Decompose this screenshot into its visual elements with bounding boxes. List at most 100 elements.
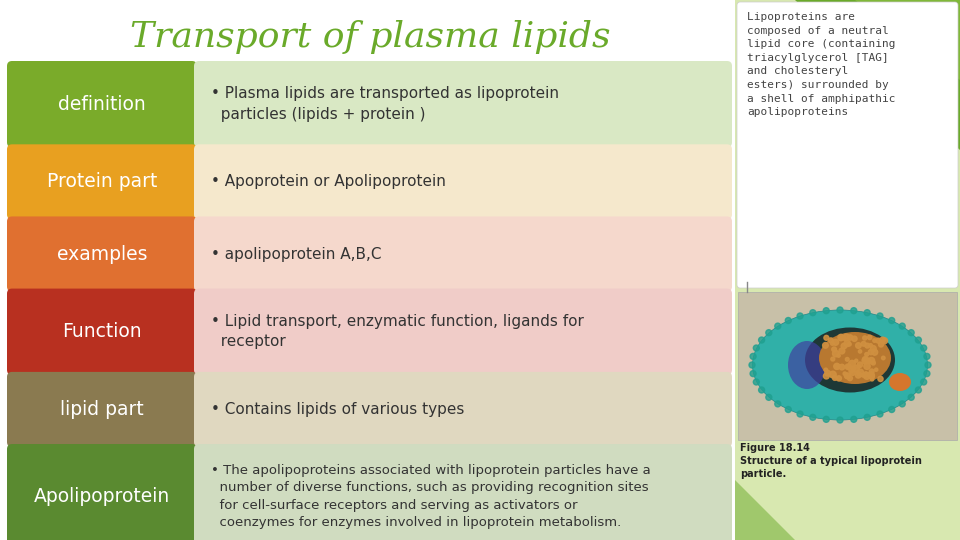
- Circle shape: [921, 345, 926, 351]
- Circle shape: [754, 379, 759, 385]
- FancyBboxPatch shape: [735, 0, 960, 540]
- Circle shape: [837, 417, 843, 423]
- Circle shape: [838, 334, 844, 340]
- Circle shape: [766, 394, 772, 400]
- Text: • Lipid transport, enzymatic function, ligands for
  receptor: • Lipid transport, enzymatic function, l…: [211, 314, 584, 349]
- Circle shape: [857, 369, 864, 376]
- Ellipse shape: [753, 310, 927, 420]
- Circle shape: [823, 342, 828, 348]
- Circle shape: [810, 310, 816, 316]
- Text: Protein part: Protein part: [47, 172, 157, 191]
- Circle shape: [775, 401, 780, 407]
- Circle shape: [851, 416, 856, 422]
- Circle shape: [766, 330, 772, 336]
- Text: Lipoproteins are
composed of a neutral
lipid core (containing
triacylglycerol [T: Lipoproteins are composed of a neutral l…: [747, 12, 896, 117]
- Text: examples: examples: [57, 245, 147, 264]
- Circle shape: [854, 359, 858, 362]
- Circle shape: [797, 313, 804, 319]
- Circle shape: [916, 387, 922, 393]
- Circle shape: [839, 348, 845, 354]
- Circle shape: [924, 353, 930, 360]
- Circle shape: [845, 374, 849, 378]
- Circle shape: [877, 376, 883, 382]
- Circle shape: [848, 342, 852, 346]
- Circle shape: [925, 362, 931, 368]
- Circle shape: [872, 361, 876, 365]
- Text: • Contains lipids of various types: • Contains lipids of various types: [211, 402, 465, 417]
- Circle shape: [833, 363, 840, 369]
- Circle shape: [749, 362, 755, 368]
- Circle shape: [857, 362, 862, 367]
- Ellipse shape: [819, 332, 891, 384]
- Circle shape: [758, 337, 764, 343]
- Circle shape: [876, 338, 881, 343]
- Circle shape: [861, 341, 866, 346]
- Ellipse shape: [889, 373, 911, 391]
- Text: Apolipoprotein: Apolipoprotein: [34, 487, 170, 506]
- Circle shape: [862, 357, 869, 364]
- Circle shape: [862, 356, 868, 362]
- FancyBboxPatch shape: [7, 217, 197, 292]
- Circle shape: [868, 335, 872, 340]
- Circle shape: [846, 357, 849, 361]
- Circle shape: [837, 354, 840, 357]
- Circle shape: [775, 323, 780, 329]
- Text: Figure 18.14
Structure of a typical lipoprotein
particle.: Figure 18.14 Structure of a typical lipo…: [740, 443, 922, 480]
- FancyBboxPatch shape: [194, 61, 732, 147]
- Circle shape: [842, 336, 846, 340]
- Circle shape: [900, 323, 905, 329]
- Circle shape: [828, 338, 833, 343]
- Circle shape: [830, 342, 834, 345]
- Text: definition: definition: [59, 94, 146, 113]
- Text: Function: Function: [62, 322, 142, 341]
- Circle shape: [849, 360, 855, 367]
- Circle shape: [845, 364, 851, 369]
- Circle shape: [868, 357, 875, 364]
- Circle shape: [916, 337, 922, 343]
- FancyBboxPatch shape: [737, 2, 958, 288]
- Circle shape: [851, 370, 855, 375]
- Circle shape: [832, 339, 839, 345]
- Circle shape: [864, 310, 870, 316]
- Circle shape: [848, 335, 852, 340]
- Circle shape: [824, 373, 829, 379]
- Circle shape: [797, 411, 804, 417]
- Polygon shape: [735, 480, 795, 540]
- Circle shape: [900, 401, 905, 407]
- Circle shape: [921, 379, 926, 385]
- Circle shape: [750, 353, 756, 360]
- Circle shape: [754, 345, 759, 351]
- Circle shape: [832, 376, 837, 380]
- Circle shape: [863, 336, 867, 340]
- Circle shape: [876, 411, 883, 417]
- Circle shape: [852, 366, 855, 370]
- Circle shape: [851, 308, 856, 314]
- Circle shape: [855, 343, 861, 348]
- Circle shape: [836, 376, 841, 381]
- Circle shape: [872, 349, 877, 355]
- Circle shape: [864, 372, 868, 376]
- FancyBboxPatch shape: [194, 217, 732, 292]
- Circle shape: [832, 350, 839, 357]
- FancyBboxPatch shape: [7, 288, 197, 375]
- Circle shape: [855, 373, 861, 378]
- Circle shape: [871, 377, 874, 381]
- Circle shape: [861, 374, 865, 377]
- Circle shape: [845, 373, 851, 379]
- Circle shape: [843, 372, 847, 375]
- Polygon shape: [795, 0, 960, 150]
- Circle shape: [825, 370, 830, 376]
- Text: Transport of plasma lipids: Transport of plasma lipids: [130, 20, 611, 54]
- Circle shape: [839, 364, 845, 370]
- Circle shape: [852, 336, 857, 341]
- Circle shape: [750, 370, 756, 376]
- Circle shape: [868, 349, 874, 355]
- Circle shape: [848, 376, 852, 381]
- FancyBboxPatch shape: [7, 444, 197, 540]
- Circle shape: [849, 368, 853, 373]
- Circle shape: [837, 307, 843, 313]
- Circle shape: [866, 358, 870, 362]
- Circle shape: [868, 372, 875, 379]
- Circle shape: [865, 358, 871, 364]
- Circle shape: [758, 387, 764, 393]
